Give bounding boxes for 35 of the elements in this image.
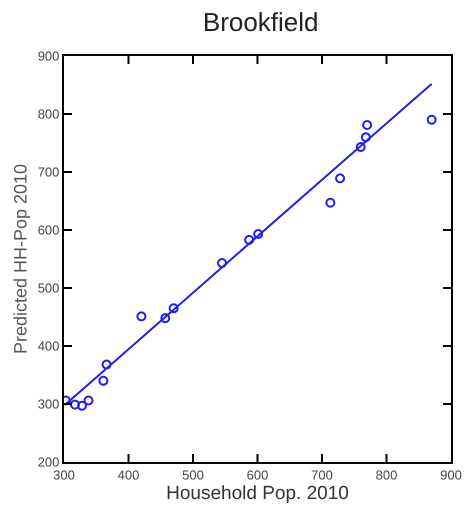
y-tick-label: 400 xyxy=(38,338,60,354)
point xyxy=(356,142,366,152)
y-tick-label: 900 xyxy=(38,48,60,64)
y-tick-label: 700 xyxy=(38,164,60,180)
point xyxy=(102,360,112,370)
point xyxy=(426,114,437,125)
y-tick-label: 600 xyxy=(38,222,60,238)
x-tick-label: 600 xyxy=(246,468,268,483)
x-tick-label: 900 xyxy=(440,468,462,483)
x-axis-title: Household Pop. 2010 xyxy=(166,482,349,504)
point xyxy=(77,400,88,411)
y-tick-label: 200 xyxy=(38,454,60,470)
y-tick-label: 300 xyxy=(38,396,60,412)
point xyxy=(70,400,80,410)
x-tick-label: 300 xyxy=(53,468,75,483)
point xyxy=(217,258,228,268)
point xyxy=(136,311,146,322)
x-tick-label: 700 xyxy=(311,468,333,483)
point xyxy=(168,303,179,314)
point xyxy=(160,313,170,324)
x-tick-label: 500 xyxy=(182,468,204,483)
point xyxy=(360,132,371,142)
point xyxy=(98,376,108,386)
point xyxy=(335,173,346,184)
point xyxy=(325,198,336,208)
point xyxy=(244,234,254,245)
x-tick-label: 800 xyxy=(376,468,398,483)
point xyxy=(253,229,264,240)
point xyxy=(362,120,372,130)
point xyxy=(84,396,94,406)
x-tick-label: 400 xyxy=(118,468,140,483)
y-axis-title: Predicted HH-Pop 2010 xyxy=(10,164,30,354)
chart-title: Brookfield xyxy=(202,7,319,37)
y-tick-label: 500 xyxy=(38,280,60,296)
y-tick-label: 800 xyxy=(38,106,60,122)
